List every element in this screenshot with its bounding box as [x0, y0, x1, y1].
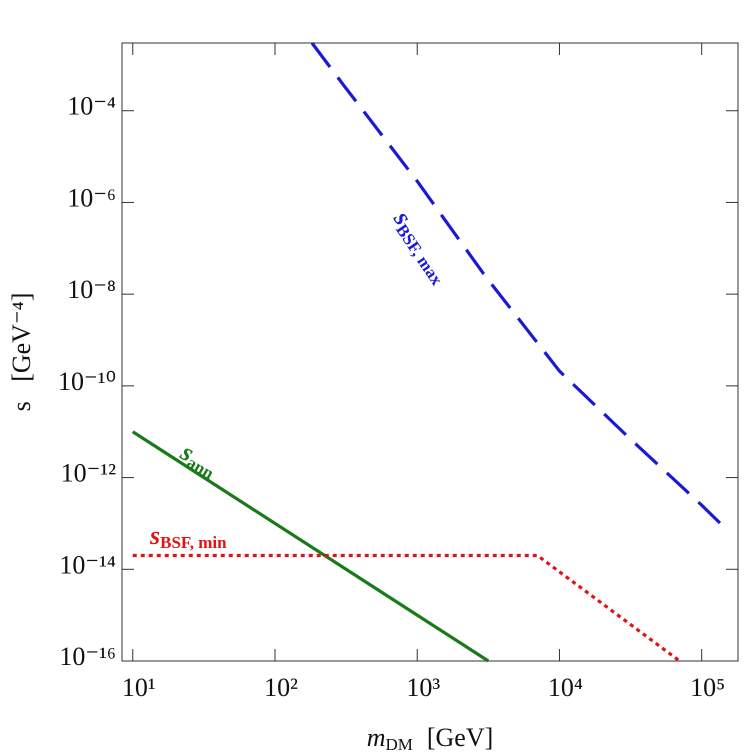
plot-frame: [121, 42, 739, 662]
x-label-main: m: [367, 723, 386, 752]
x-tick-label: 10⁵: [690, 673, 725, 702]
series-label-sub: BSF, max: [392, 221, 447, 289]
series-label: sBSF, max: [386, 205, 457, 289]
y-tick-label: 10⁻¹⁰: [58, 367, 116, 396]
x-tick-label: 10²: [264, 673, 298, 702]
x-label-sub: DM: [385, 735, 412, 754]
series-label: sann: [174, 437, 223, 483]
x-tick-label: 10⁴: [548, 673, 583, 702]
y-tick-label: 10⁻¹⁶: [59, 642, 116, 671]
y-tick-label: 10⁻⁶: [67, 183, 116, 212]
x-axis-label: mDM [GeV]: [367, 723, 494, 754]
y-tick-label: 10⁻⁸: [67, 275, 116, 304]
y-axis-label: s [GeV⁻⁴]: [7, 293, 36, 412]
x-tick-label: 10³: [406, 673, 440, 702]
series-label-main: s: [149, 521, 160, 550]
series-label: sBSF, min: [149, 521, 227, 552]
x-label-unit: [GeV]: [427, 723, 493, 752]
y-tick-label: 10⁻¹²: [61, 459, 117, 488]
y-tick-label: 10⁻⁴: [67, 92, 116, 121]
y-tick-label: 10⁻¹⁴: [59, 550, 116, 579]
series-line: [132, 553, 681, 663]
series-line: [131, 430, 490, 663]
series-line: [310, 42, 724, 527]
x-tick-label: 10¹: [122, 673, 156, 702]
series-label-sub: BSF, min: [160, 533, 227, 552]
